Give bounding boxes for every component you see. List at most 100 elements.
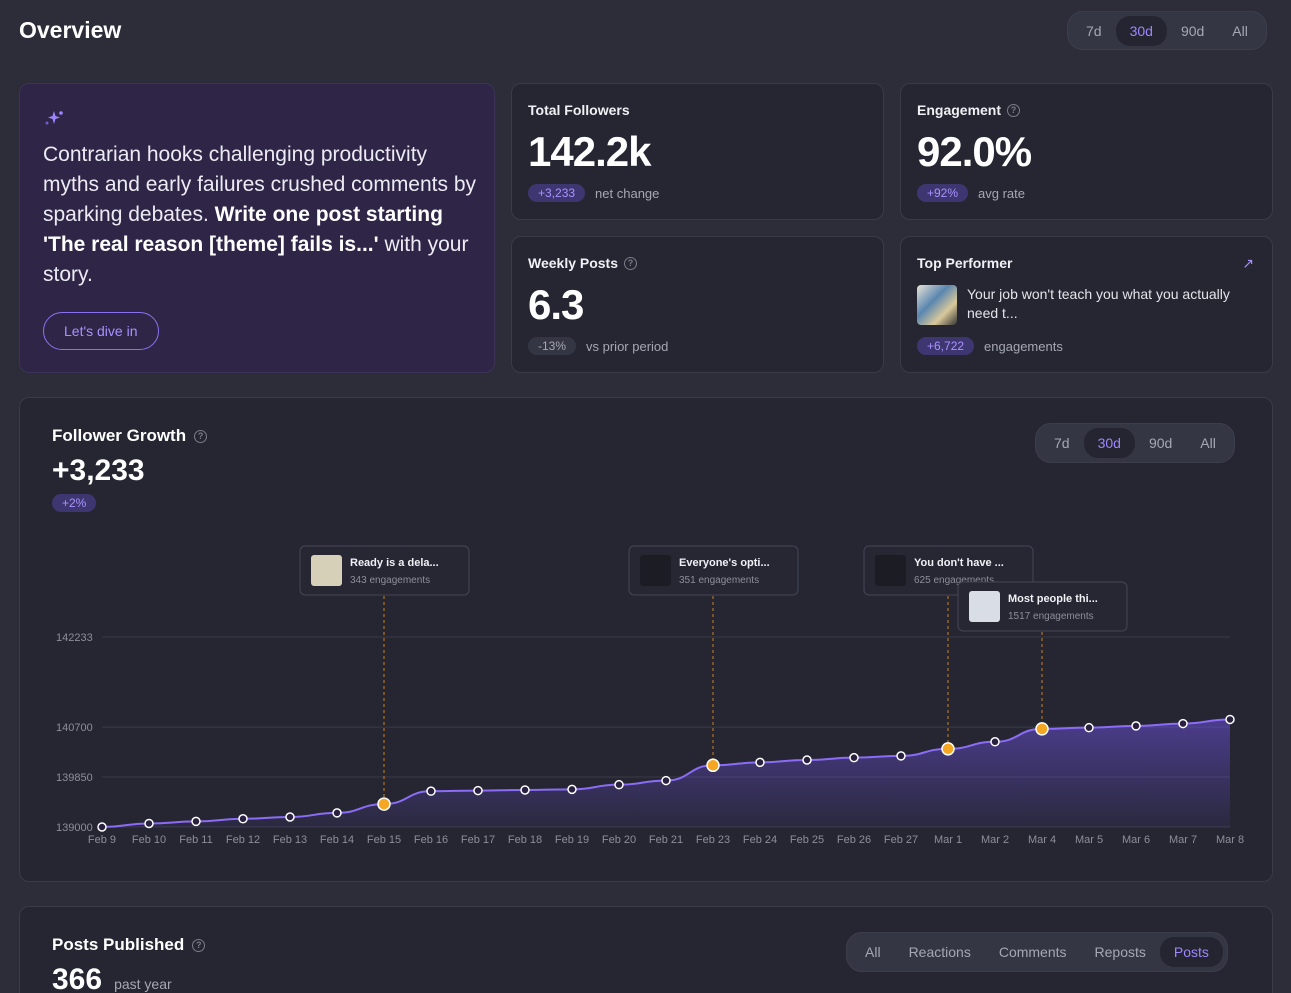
- posts-published-card: Posts Published? 366 past year All React…: [19, 906, 1273, 993]
- engagement-card: Engagement? 92.0% +92% avg rate: [900, 83, 1273, 220]
- top-performer-label: Top Performer: [917, 255, 1013, 271]
- post-thumbnail: [917, 285, 957, 325]
- x-tick-label: Feb 18: [508, 834, 542, 846]
- chart-period-all[interactable]: All: [1200, 435, 1216, 451]
- period-7d[interactable]: 7d: [1086, 22, 1102, 39]
- posts-title: Posts Published?: [52, 935, 206, 955]
- post-tooltip: [299, 545, 470, 596]
- x-tick-label: Mar 5: [1075, 834, 1103, 846]
- data-point: [97, 822, 107, 832]
- tooltip-thumbnail: [640, 555, 671, 586]
- data-point: [567, 784, 577, 795]
- tab-comments[interactable]: Comments: [998, 944, 1067, 960]
- period-filter: 7d 30d 90d All: [1067, 11, 1267, 50]
- highlight-point: [941, 742, 955, 756]
- post-tooltip: [628, 545, 799, 596]
- engagement-value: 92.0%: [917, 128, 1032, 175]
- period-all[interactable]: All: [1232, 22, 1248, 39]
- chart-period-7d[interactable]: 7d: [1054, 435, 1070, 451]
- external-link-icon[interactable]: ↗: [1242, 255, 1254, 271]
- help-icon[interactable]: ?: [624, 256, 638, 270]
- x-tick-label: Feb 25: [790, 834, 824, 846]
- engagement-label: Engagement?: [917, 102, 1021, 118]
- help-icon[interactable]: ?: [1007, 103, 1021, 117]
- x-tick-label: Feb 23: [696, 834, 730, 846]
- chart-period-filter: 7d 30d 90d All: [1035, 423, 1235, 463]
- data-point: [191, 816, 201, 827]
- weekly-posts-badge: -13%: [528, 337, 577, 355]
- chart-period-90d[interactable]: 90d: [1148, 435, 1173, 451]
- data-point: [144, 818, 154, 829]
- tooltip-thumbnail: [969, 591, 1000, 622]
- tooltip-title: Most people thi...: [1008, 593, 1098, 605]
- posts-period: past year: [114, 976, 172, 992]
- x-tick-label: Feb 20: [602, 834, 636, 846]
- data-point: [285, 812, 295, 822]
- x-tick-label: Feb 14: [320, 834, 354, 846]
- data-point: [896, 751, 906, 761]
- data-point: [755, 757, 765, 768]
- growth-badge: +2%: [52, 494, 97, 512]
- chart-period-30d[interactable]: 30d: [1083, 428, 1135, 458]
- data-point: [473, 785, 483, 796]
- tooltip-engagements: 343 engagements: [350, 575, 430, 586]
- x-tick-label: Feb 12: [226, 834, 260, 846]
- y-tick-label: 139000: [56, 822, 93, 834]
- x-tick-label: Feb 26: [837, 834, 871, 846]
- data-point: [1225, 714, 1235, 725]
- followers-note: net change: [595, 185, 660, 201]
- help-icon[interactable]: ?: [192, 938, 206, 952]
- area-fill: [102, 719, 1230, 827]
- tooltip-engagements: 1517 engagements: [1008, 611, 1094, 622]
- weekly-posts-label: Weekly Posts?: [528, 255, 638, 271]
- y-tick-label: 140700: [56, 722, 93, 734]
- x-tick-label: Mar 2: [981, 834, 1009, 846]
- x-tick-label: Feb 17: [461, 834, 495, 846]
- tab-reactions[interactable]: Reactions: [908, 944, 971, 960]
- follower-growth-card: 139000 139850 140700 142233 Feb 9 Feb 10 Feb 1…: [19, 397, 1273, 882]
- data-point: [849, 752, 859, 763]
- x-tick-label: Feb 19: [555, 834, 589, 846]
- insight-text: Contrarian hooks challenging productivit…: [43, 143, 477, 286]
- highlight-point: [1035, 722, 1049, 736]
- x-tick-label: Feb 16: [414, 834, 448, 846]
- highlight-point: [706, 758, 720, 773]
- insight-card: Contrarian hooks challenging productivit…: [19, 83, 495, 373]
- growth-title: Follower Growth?: [52, 426, 208, 446]
- x-tick-label: Feb 27: [884, 834, 918, 846]
- help-icon[interactable]: ?: [194, 429, 208, 443]
- weekly-posts-value: 6.3: [528, 281, 584, 328]
- tab-posts[interactable]: Posts: [1159, 937, 1223, 967]
- period-90d[interactable]: 90d: [1180, 22, 1205, 39]
- x-tick-label: Mar 7: [1169, 834, 1197, 846]
- x-tick-label: Feb 10: [132, 834, 166, 846]
- data-point: [990, 737, 1000, 747]
- data-point: [332, 808, 342, 818]
- data-point: [802, 755, 812, 765]
- data-point: [426, 786, 436, 796]
- tooltip-engagements: 625 engagements: [914, 575, 994, 586]
- tooltip-title: Ready is a dela...: [350, 557, 439, 569]
- x-tick-label: Feb 15: [367, 834, 401, 846]
- data-point: [1178, 718, 1188, 729]
- tab-all[interactable]: All: [865, 944, 881, 960]
- engagement-badge: +92%: [917, 184, 969, 202]
- followers-badge: +3,233: [528, 184, 586, 202]
- tooltip-thumbnail: [875, 555, 906, 586]
- weekly-posts-note: vs prior period: [586, 338, 669, 354]
- growth-value: +3,233: [52, 454, 145, 487]
- data-point: [1084, 722, 1094, 733]
- period-30d[interactable]: 30d: [1115, 15, 1167, 46]
- top-performer-card[interactable]: Top Performer ↗ Your job won't teach you…: [900, 236, 1273, 373]
- engagement-note: avg rate: [978, 185, 1026, 201]
- x-tick-label: Feb 24: [743, 834, 777, 846]
- tab-reposts[interactable]: Reposts: [1094, 944, 1146, 960]
- tooltip-thumbnail: [311, 555, 342, 586]
- posts-filter: All Reactions Comments Reposts Posts: [846, 932, 1228, 972]
- highlight-point: [377, 797, 391, 811]
- tooltip-title: Everyone's opti...: [679, 557, 770, 569]
- top-performer-badge: +6,722: [917, 337, 975, 355]
- data-point: [238, 814, 248, 824]
- post-tooltip: [957, 581, 1128, 632]
- dive-in-button[interactable]: Let's dive in: [43, 312, 159, 350]
